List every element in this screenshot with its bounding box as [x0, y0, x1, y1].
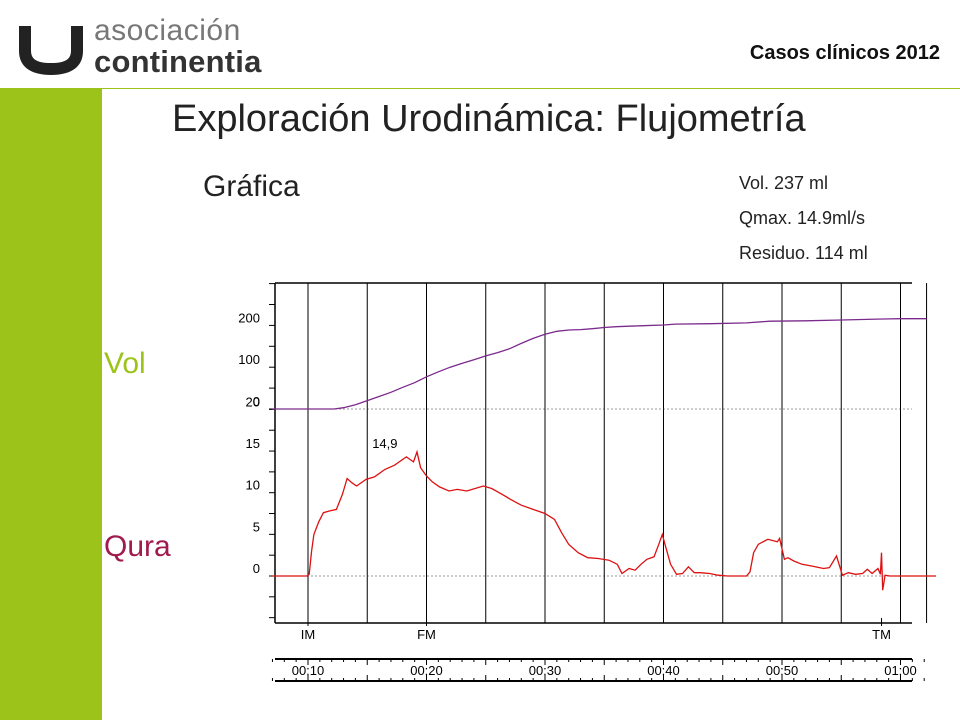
time-tick-label: 00:40: [647, 663, 680, 678]
logo: asociación continentia: [14, 14, 314, 79]
y-tick-label: 200: [238, 310, 260, 325]
chart-y-axes: 0 100 200 0 5 10 15 20: [238, 283, 275, 619]
logo-mark-icon: [19, 26, 83, 76]
chart-timeline: 00:10 00:20 00:30 00:40 00:50 01:00: [271, 658, 925, 682]
peak-annotation: 14,9: [372, 436, 397, 451]
header-caption: Casos clínicos 2012: [749, 42, 940, 64]
stat-qmax: Qmax. 14.9ml/s: [739, 208, 866, 228]
section-subtitle: Gráfica: [203, 170, 300, 203]
y-tick-label: 10: [246, 478, 260, 493]
volume-trace: [272, 318, 927, 410]
stat-residuo: Residuo. 114 ml: [739, 243, 868, 263]
event-marker-label: TM: [872, 627, 891, 642]
chart-markers: 14,9 IM FM TM: [301, 436, 891, 642]
y-tick-label: 100: [238, 352, 260, 367]
flow-trace: [272, 449, 936, 591]
time-tick-label: 00:30: [529, 663, 562, 678]
event-marker-label: IM: [301, 627, 315, 642]
event-marker-label: FM: [417, 627, 436, 642]
y-tick-label: 15: [246, 436, 260, 451]
y-tick-label: 5: [253, 519, 260, 534]
time-tick-label: 01:00: [884, 663, 917, 678]
panel-label-vol: Vol: [104, 347, 146, 380]
logo-text-top: asociación: [94, 14, 241, 47]
time-tick-label: 00:10: [292, 663, 325, 678]
chart-grid: [275, 283, 928, 623]
chart-traces: [272, 318, 936, 591]
left-accent-bar: [0, 88, 102, 720]
y-tick-label: 0: [253, 394, 260, 409]
time-tick-label: 00:50: [766, 663, 799, 678]
time-tick-label: 00:20: [410, 663, 443, 678]
header-divider: [102, 88, 960, 89]
panel-label-qura: Qura: [104, 530, 171, 563]
page-title: Exploración Urodinámica: Flujometría: [172, 98, 806, 140]
y-tick-label: 0: [253, 561, 260, 576]
y-tick-label: 20: [246, 394, 260, 409]
logo-text-bottom: continentia: [94, 44, 262, 79]
chart-frame: [274, 282, 912, 624]
stat-volume: Vol. 237 ml: [739, 173, 829, 193]
